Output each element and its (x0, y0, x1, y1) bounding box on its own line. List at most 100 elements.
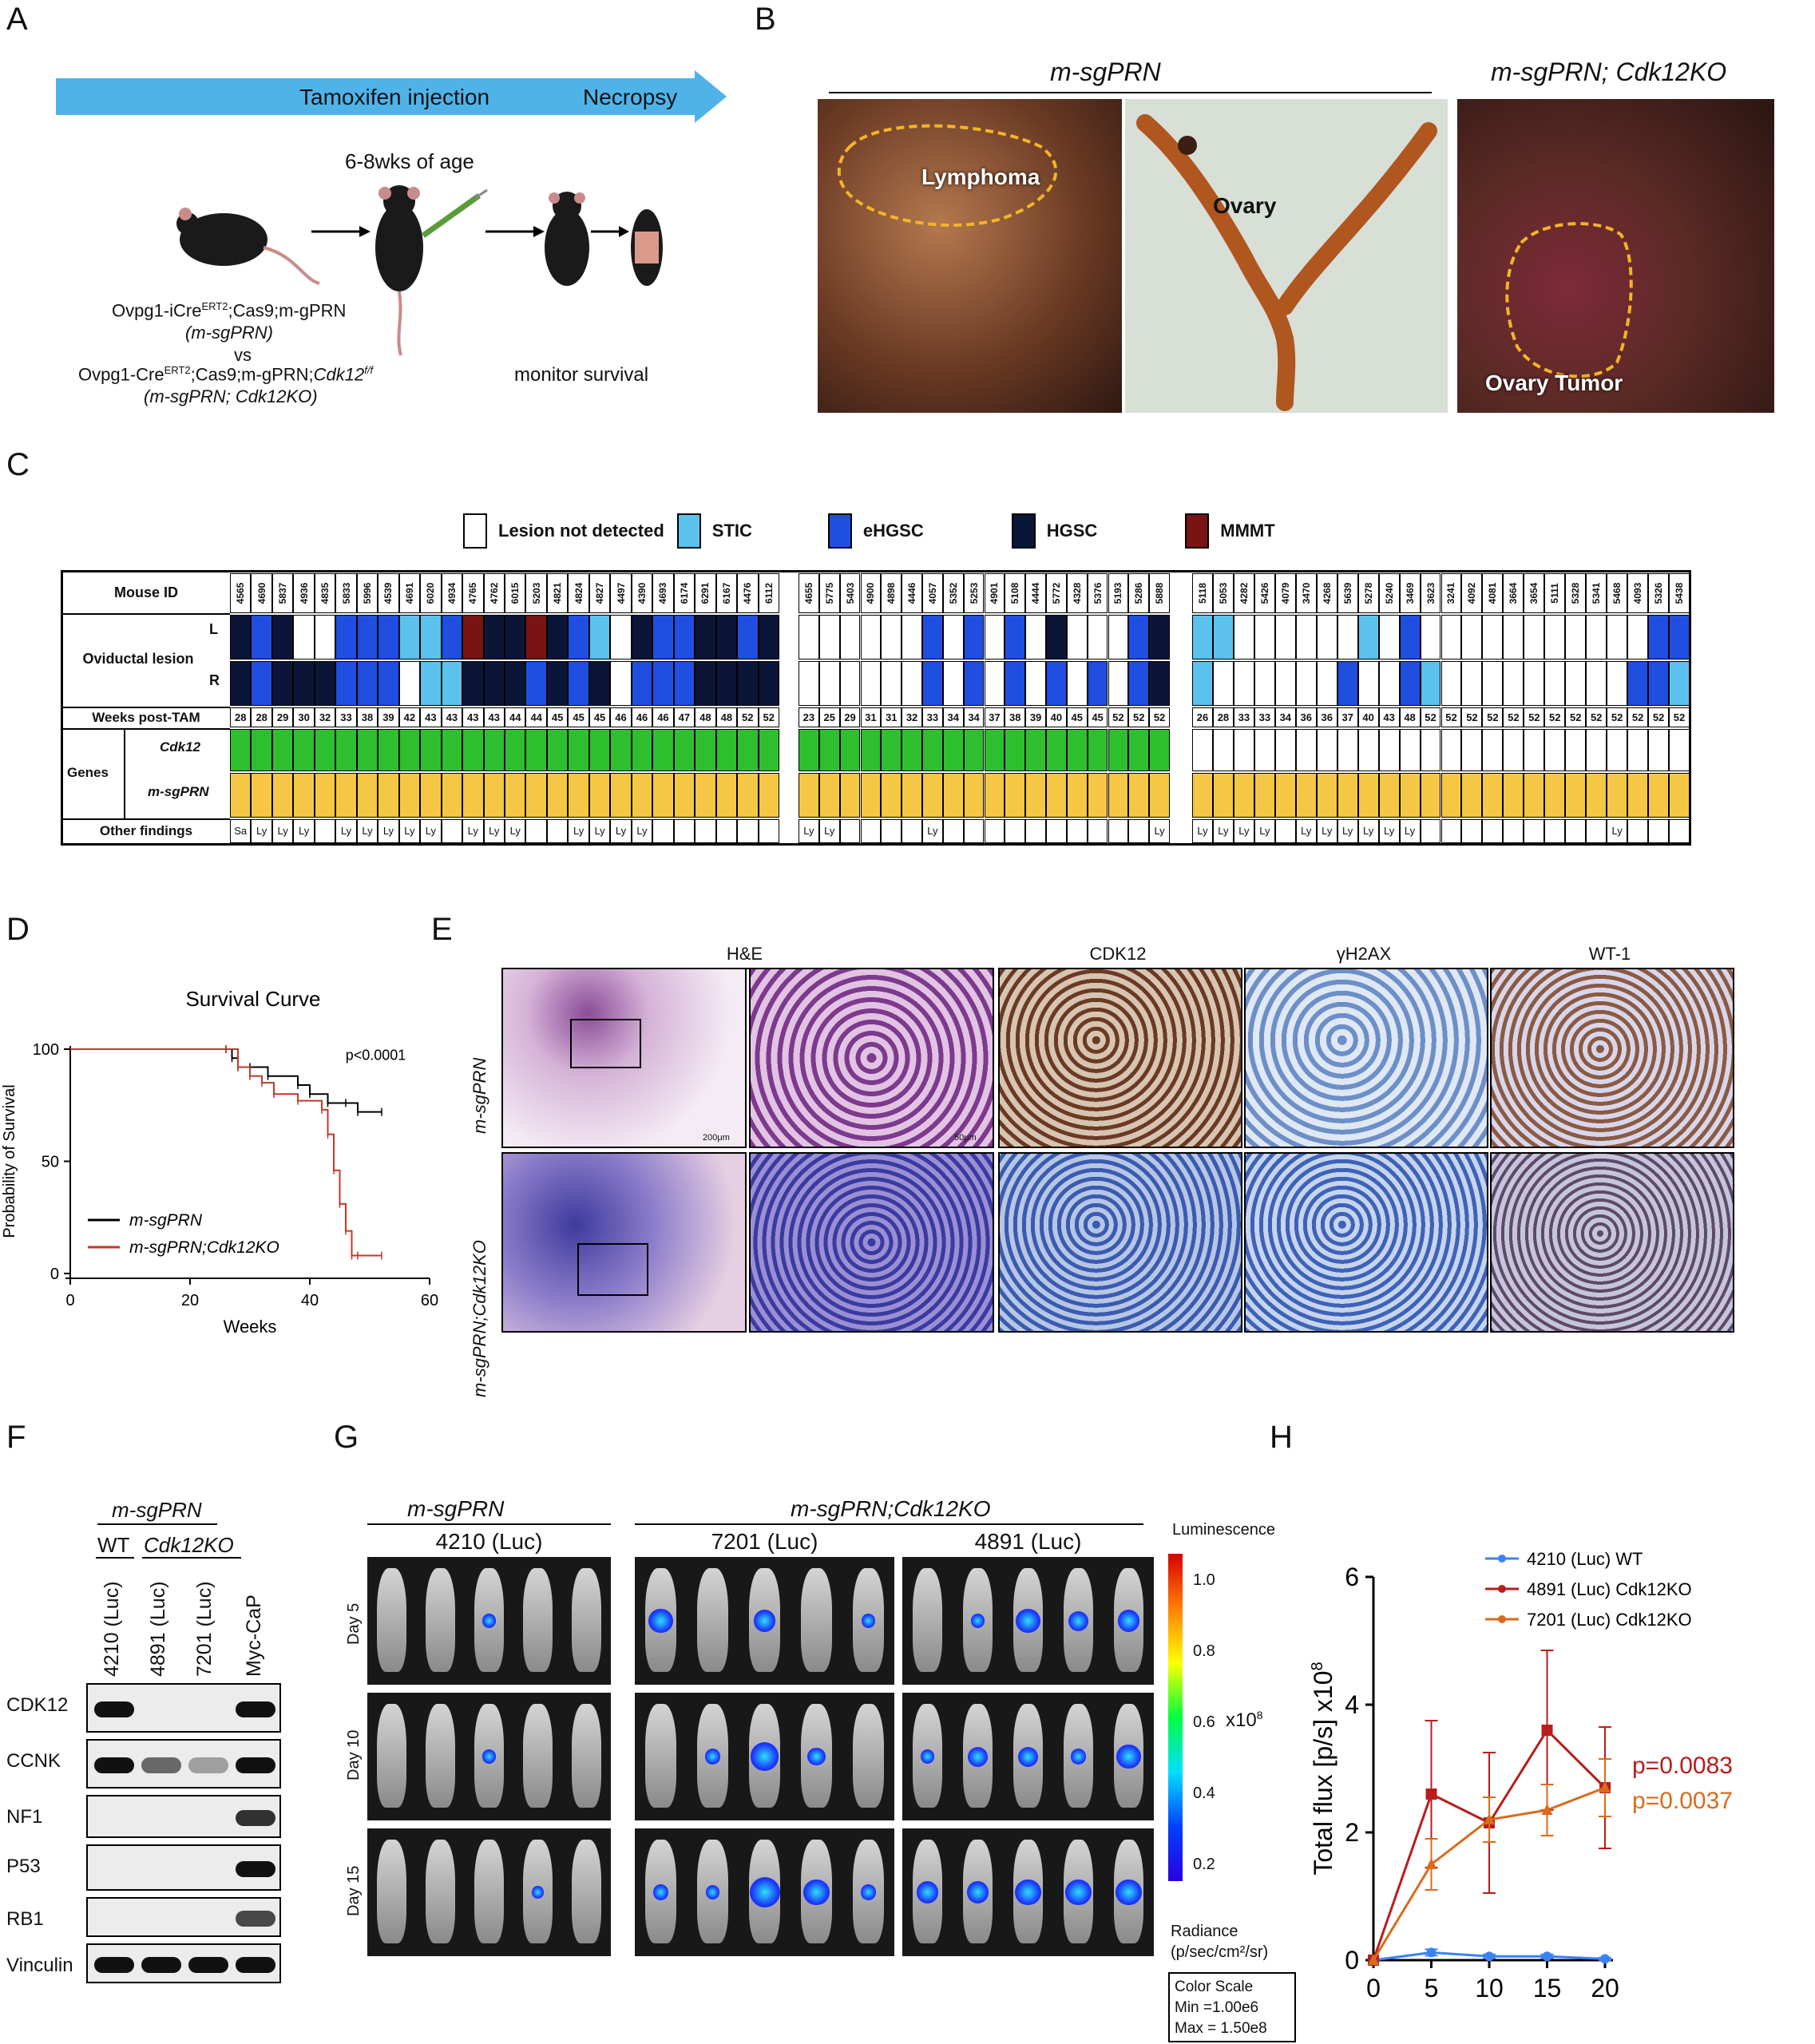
lesion-cell-l (1669, 615, 1690, 660)
other-finding-cell (1627, 819, 1649, 843)
mouse-id: 4827 (594, 582, 606, 604)
cdk12-cell (1212, 729, 1234, 771)
mouse-id: 4565 (235, 582, 247, 604)
weeks-cell: 44 (525, 707, 547, 727)
day-label: Day 5 (345, 1602, 363, 1645)
g-line-4210: 4210 (Luc) (435, 1529, 543, 1554)
row-gene-cdk12: Cdk12 (160, 739, 201, 755)
other-finding-cell (1108, 819, 1129, 843)
lesion-cell-r (1627, 661, 1649, 706)
y-axis-label-sup: 8 (1310, 1662, 1326, 1670)
weeks-cell: 44 (505, 707, 526, 727)
cdk12-cell (525, 729, 547, 771)
legend-label-none: Lesion not detected (498, 521, 664, 541)
weeks-cell: 52 (1441, 707, 1462, 727)
mouse-id: 4693 (657, 582, 669, 604)
wb-protein-label: NF1 (6, 1806, 43, 1828)
x-tick-label: 15 (1533, 1974, 1562, 2002)
weeks-cell: 43 (1378, 707, 1400, 727)
mouse-id: 4835 (319, 582, 331, 604)
msgprn-cell (356, 773, 378, 818)
cdk12-cell (1461, 729, 1483, 771)
other-finding-cell: Ly (1337, 819, 1358, 843)
mouse-id: 4476 (742, 582, 754, 604)
weeks-cell: 52 (1565, 707, 1587, 727)
wb-band (236, 1701, 275, 1717)
mouse-id-cell: 4446 (902, 573, 922, 613)
msgprn-cell (695, 773, 716, 818)
msgprn-cell (378, 773, 399, 818)
other-finding-cell (942, 819, 964, 843)
mouse-id-cell: 4934 (441, 573, 463, 613)
lesion-cell-r (818, 661, 840, 706)
other-finding-cell (860, 819, 882, 843)
lesion-cell-r (1565, 661, 1587, 706)
e-header-wt1: WT-1 (1588, 944, 1631, 964)
other-finding-cell: Ly (1399, 819, 1421, 843)
weeks-cell: 45 (546, 707, 569, 727)
row-weeks: Weeks post-TAM (92, 710, 200, 725)
msgprn-cell (1544, 773, 1566, 818)
other-finding-cell (1482, 819, 1504, 843)
lesion-cell-l (1399, 615, 1421, 660)
mouse-silhouette (572, 1704, 601, 1808)
mouse-id: 4093 (1632, 582, 1644, 604)
lesion-table (61, 570, 1691, 846)
mouse-id-cell: 5278 (1357, 573, 1379, 613)
mouse-workflow-icon (176, 185, 663, 356)
lesion-cell-r (230, 661, 252, 706)
other-finding-cell: Ly (568, 819, 589, 843)
weeks-cell: 52 (758, 707, 779, 727)
mouse-id-cell: 4282 (1233, 573, 1254, 613)
mouse-id: 4762 (488, 582, 500, 604)
mouse-id: 5833 (340, 582, 352, 604)
lesion-cell-r (525, 661, 547, 706)
marker-square (1541, 1725, 1553, 1736)
msgprn-cell (441, 773, 463, 818)
msgprn-cell (1441, 773, 1462, 818)
other-finding-cell: Ly (1254, 819, 1275, 843)
luminescence-spot (966, 1881, 989, 1903)
mouse-id-cell: 5775 (818, 573, 840, 613)
msgprn-cell (652, 773, 674, 818)
ivis-frame (635, 1693, 894, 1820)
mouse-id: 4282 (1238, 582, 1250, 604)
mouse-id: 4092 (1466, 582, 1478, 604)
weeks-cell: 52 (1108, 707, 1129, 727)
other-finding-cell (546, 819, 569, 843)
lesion-cell-l (1025, 615, 1046, 660)
mouse-id-cell: 5341 (1586, 573, 1607, 613)
msgprn-cell (1192, 773, 1213, 818)
cdk12-cell (1316, 729, 1337, 771)
weeks-cell: 52 (1544, 707, 1566, 727)
weeks-cell: 32 (902, 707, 922, 727)
msgprn-cell (1357, 773, 1379, 818)
luminescence-spot (1116, 1744, 1141, 1769)
cdk12-cell (546, 729, 569, 771)
panel-label-c: C (6, 447, 30, 482)
mouse-id-cell: 4444 (1025, 573, 1046, 613)
other-finding-cell: Ly (922, 819, 943, 843)
msgprn-cell (314, 773, 336, 818)
weeks-cell: 52 (1586, 707, 1607, 727)
mouse-id-cell: 4762 (483, 573, 505, 613)
other-finding-cell (525, 819, 547, 843)
mouse-id: 5438 (1674, 582, 1685, 604)
mouse-id-cell: 4765 (462, 573, 484, 613)
mouse-silhouette (377, 1840, 406, 1943)
other-finding-cell (902, 819, 922, 843)
lesion-cell-l (1149, 615, 1170, 660)
lesion-cell-l (652, 615, 674, 660)
weeks-cell: 48 (1399, 707, 1421, 727)
cdk12-cell (1524, 729, 1545, 771)
mouse-id: 5193 (1112, 582, 1124, 604)
mouse-id: 4539 (382, 582, 394, 604)
msgprn-cell (1128, 773, 1150, 818)
wb-protein-label: Vinculin (6, 1955, 73, 1976)
cdk12-cell (230, 729, 252, 771)
flux-chart: 0 2 4 6 0 5 10 15 20 Days Total flux [p/s] x108 421… (1310, 1549, 1733, 2020)
msgprn-cell (1316, 773, 1337, 818)
lesion-cell-l (1357, 615, 1379, 660)
lesion-cell-r (1669, 661, 1690, 706)
msgprn-cell (715, 773, 738, 818)
